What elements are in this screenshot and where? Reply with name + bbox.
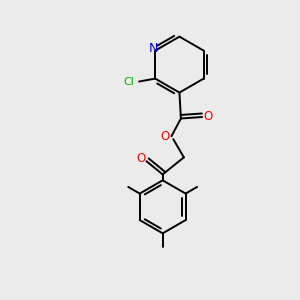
- Text: N: N: [149, 42, 158, 55]
- Text: O: O: [203, 110, 213, 123]
- Text: Cl: Cl: [124, 76, 135, 86]
- Text: O: O: [136, 152, 145, 165]
- Text: O: O: [160, 130, 169, 143]
